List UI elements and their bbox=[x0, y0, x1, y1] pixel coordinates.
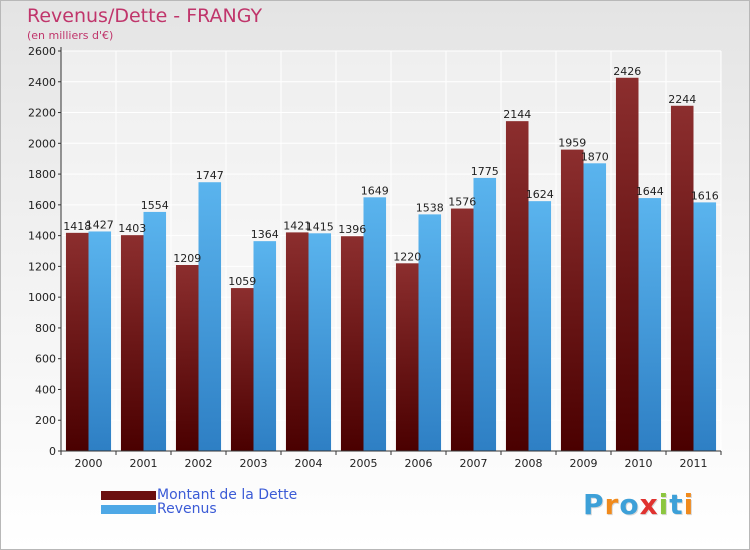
bar-debt-2004 bbox=[285, 232, 309, 451]
data-label-debt-2006: 1220 bbox=[393, 250, 421, 263]
chart-subtitle: (en milliers d'€) bbox=[27, 29, 114, 42]
bar-debt-2005 bbox=[340, 236, 364, 451]
logo-letter: t bbox=[669, 488, 684, 521]
data-label-revenus-2000: 1427 bbox=[86, 218, 114, 231]
data-label-debt-2001: 1403 bbox=[118, 222, 146, 235]
y-tick-label: 1800 bbox=[28, 168, 56, 181]
x-tick-label: 2010 bbox=[625, 457, 653, 470]
bar-debt-2011 bbox=[670, 105, 694, 452]
x-tick-label: 2006 bbox=[405, 457, 433, 470]
x-tick-label: 2008 bbox=[515, 457, 543, 470]
bar-revenus-2009 bbox=[583, 163, 607, 452]
data-label-revenus-2008: 1624 bbox=[526, 188, 554, 201]
bar-revenus-2007 bbox=[473, 177, 497, 451]
x-tick-label: 2002 bbox=[185, 457, 213, 470]
x-tick-label: 2003 bbox=[240, 457, 268, 470]
bar-revenus-2004 bbox=[308, 233, 332, 451]
y-tick-label: 1200 bbox=[28, 260, 56, 273]
legend-item-revenus: Revenus bbox=[101, 501, 217, 517]
bar-revenus-2010 bbox=[638, 198, 662, 451]
data-label-debt-2007: 1576 bbox=[448, 196, 476, 209]
data-label-revenus-2003: 1364 bbox=[251, 228, 279, 241]
x-tick-label: 2001 bbox=[130, 457, 158, 470]
bar-revenus-2008 bbox=[528, 201, 552, 451]
bar-debt-2003 bbox=[230, 288, 254, 451]
data-label-debt-2002: 1209 bbox=[173, 252, 201, 265]
logo-letter: x bbox=[639, 488, 659, 521]
logo-letter: i bbox=[683, 488, 695, 521]
y-tick-label: 1600 bbox=[28, 199, 56, 212]
legend-swatch-revenus bbox=[101, 504, 156, 514]
proxiti-logo: Proxiti bbox=[583, 488, 694, 521]
legend-swatch-debt bbox=[101, 490, 156, 500]
y-tick-label: 0 bbox=[49, 445, 56, 458]
data-label-debt-2003: 1059 bbox=[228, 275, 256, 288]
bar-revenus-2006 bbox=[418, 214, 442, 451]
y-tick-label: 2600 bbox=[28, 45, 56, 58]
bar-revenus-2002 bbox=[198, 182, 222, 451]
data-label-revenus-2005: 1649 bbox=[361, 184, 389, 197]
x-tick-label: 2000 bbox=[75, 457, 103, 470]
x-tick-label: 2009 bbox=[570, 457, 598, 470]
data-label-revenus-2009: 1870 bbox=[581, 150, 609, 163]
data-label-debt-2011: 2244 bbox=[668, 93, 696, 106]
bar-debt-2008 bbox=[505, 121, 529, 452]
bar-debt-2001 bbox=[120, 235, 144, 451]
logo-letter: r bbox=[604, 488, 620, 521]
data-label-revenus-2002: 1747 bbox=[196, 169, 224, 182]
data-label-debt-2005: 1396 bbox=[338, 223, 366, 236]
legend-item-debt: Montant de la Dette bbox=[101, 487, 297, 503]
legend-label-debt: Montant de la Dette bbox=[157, 487, 298, 503]
data-label-revenus-2001: 1554 bbox=[141, 199, 169, 212]
chart-title: Revenus/Dette - FRANGY bbox=[27, 5, 263, 27]
bar-revenus-2011 bbox=[693, 202, 717, 451]
data-label-revenus-2010: 1644 bbox=[636, 185, 664, 198]
x-tick-label: 2007 bbox=[460, 457, 488, 470]
y-tick-label: 2400 bbox=[28, 76, 56, 89]
y-tick-label: 600 bbox=[35, 353, 56, 366]
legend-label-revenus: Revenus bbox=[157, 501, 217, 517]
bar-debt-2002 bbox=[175, 265, 199, 451]
y-tick-label: 1400 bbox=[28, 230, 56, 243]
bar-revenus-2005 bbox=[363, 197, 387, 451]
y-tick-label: 2200 bbox=[28, 107, 56, 120]
y-tick-label: 2000 bbox=[28, 137, 56, 150]
logo-letter: i bbox=[658, 488, 670, 521]
x-tick-label: 2005 bbox=[350, 457, 378, 470]
y-tick-label: 400 bbox=[35, 383, 56, 396]
data-label-debt-2000: 1418 bbox=[63, 220, 91, 233]
bar-revenus-2001 bbox=[143, 211, 167, 451]
y-tick-label: 1000 bbox=[28, 291, 56, 304]
data-label-revenus-2004: 1415 bbox=[306, 220, 334, 233]
data-label-revenus-2006: 1538 bbox=[416, 201, 444, 214]
bar-debt-2006 bbox=[395, 263, 419, 451]
data-label-debt-2010: 2426 bbox=[613, 65, 641, 78]
bar-debt-2000 bbox=[65, 232, 89, 451]
bar-revenus-2000 bbox=[88, 231, 112, 451]
data-label-debt-2004: 1421 bbox=[283, 219, 311, 232]
x-tick-label: 2011 bbox=[680, 457, 708, 470]
data-label-debt-2008: 2144 bbox=[503, 108, 531, 121]
logo-letter: o bbox=[619, 488, 640, 521]
bar-debt-2010 bbox=[615, 77, 639, 452]
logo-letter: P bbox=[583, 488, 605, 521]
data-label-revenus-2007: 1775 bbox=[471, 165, 499, 178]
y-tick-label: 200 bbox=[35, 414, 56, 427]
data-label-debt-2009: 1959 bbox=[558, 137, 586, 150]
data-label-revenus-2011: 1616 bbox=[691, 189, 719, 202]
bar-debt-2007 bbox=[450, 208, 474, 451]
bar-debt-2009 bbox=[560, 149, 584, 451]
y-tick-label: 800 bbox=[35, 322, 56, 335]
bar-revenus-2003 bbox=[253, 241, 277, 451]
x-tick-label: 2004 bbox=[295, 457, 323, 470]
